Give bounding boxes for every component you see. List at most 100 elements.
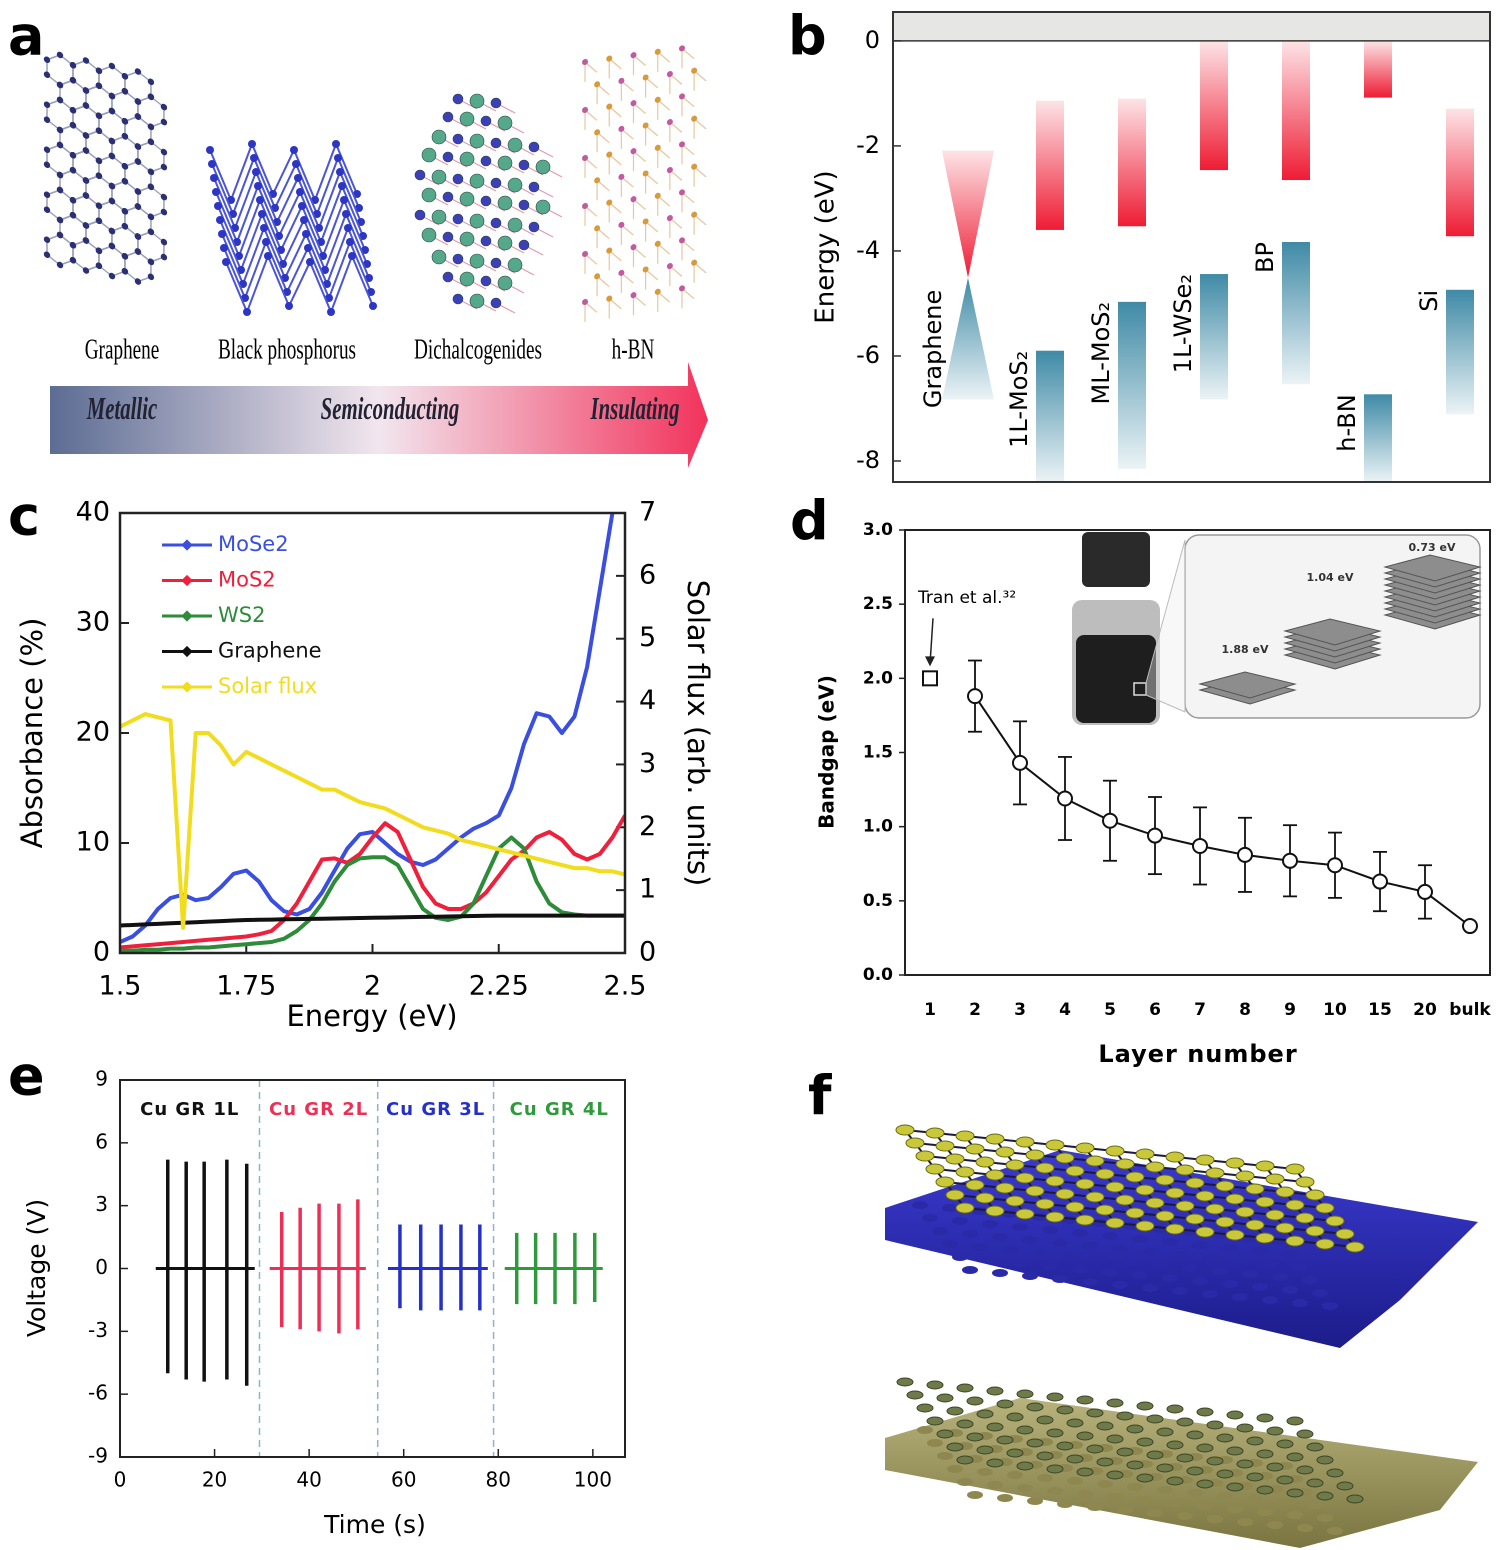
atom [1096,1421,1114,1431]
valence-band [1364,394,1392,482]
atom [248,140,256,148]
atom [160,148,168,156]
substrate-dimple [1017,1484,1033,1492]
layer-plate [1198,671,1297,699]
substrate-dimple [1302,1276,1318,1284]
substrate-dimple [967,1491,983,1499]
atom [678,285,685,292]
atom [1016,1425,1034,1435]
atom [1016,1389,1034,1399]
y-axis-title: Voltage (V) [22,1199,51,1337]
atom [1026,1438,1044,1448]
atom [926,1416,944,1426]
atom [691,259,698,266]
plot-frame [892,11,1491,483]
arrow-label: Semiconducting [321,391,460,426]
substrate-dimple [1082,1278,1098,1286]
atom [1066,1454,1084,1464]
substrate-dimple [957,1478,973,1486]
atom [535,159,551,175]
atom [1306,1442,1324,1452]
atom [431,169,447,185]
data-point [1327,857,1343,874]
substrate-dimple [912,1201,928,1209]
y-tick-label: 0 [93,937,110,968]
material-label: Black phosphorus [218,334,356,366]
atom [421,227,437,243]
atom [1266,1426,1284,1436]
atom [95,157,103,165]
atom [82,237,90,244]
atom [955,1166,975,1178]
atom [452,213,464,225]
lattice-bond [211,155,360,217]
atom [56,186,64,194]
atom [945,1153,965,1165]
y-tick-label: 0.5 [863,891,893,911]
atom [82,267,90,274]
atom [431,129,447,145]
atom [1265,1173,1285,1185]
inset-label: 0.73 eV [1409,541,1456,554]
y-tick-label: 10 [76,827,110,858]
x-tick-label: 2.25 [469,971,529,1002]
atom [1036,1415,1054,1425]
atom [1126,1460,1144,1470]
series-line [974,695,1471,927]
substrate-dimple [1087,1503,1103,1511]
atom [606,103,613,110]
atom [630,52,637,59]
atom [480,115,492,127]
substrate-dimple [1192,1277,1208,1285]
substrate-dimple [977,1468,993,1476]
atom [906,1390,924,1400]
substrate-dimple [1262,1296,1278,1304]
atom [82,177,90,184]
atom [1305,1189,1325,1201]
atom [666,71,673,78]
legend-marker [181,645,193,658]
atom [956,1455,974,1465]
substrate-plane [885,1150,1478,1348]
atom [1055,1188,1075,1200]
substrate-dimple [1122,1258,1138,1266]
atom [1076,1431,1094,1441]
atom [1085,1191,1105,1203]
atom [966,1396,984,1406]
substrate-dimple [1202,1290,1218,1298]
atom [1055,1152,1075,1164]
atom [134,113,142,120]
atom [108,137,116,145]
atom [535,199,551,215]
legend-marker [181,574,193,587]
substrate-dimple [997,1494,1013,1502]
atom [480,195,492,207]
substrate-dimple [1327,1527,1343,1535]
atom [1095,1204,1115,1216]
series-line [120,814,625,950]
atom [1176,1453,1194,1463]
atom [56,126,64,134]
atom [1286,1452,1304,1462]
atom [134,188,142,195]
substrate-dimple [1072,1265,1088,1273]
atom [1046,1392,1064,1402]
atom [1206,1420,1224,1430]
atom [43,161,51,169]
atom [108,272,116,280]
atom [986,1422,1004,1432]
atom [43,101,51,109]
atom [1315,1202,1335,1214]
atom [452,253,464,265]
atom [252,168,260,176]
atom [1196,1443,1214,1453]
atom [108,107,116,115]
substrate-dimple [1187,1489,1203,1497]
atom [306,258,314,266]
atom [1065,1165,1085,1177]
substrate-dimple [992,1269,1008,1277]
atom [459,151,475,167]
atom [421,187,437,203]
y-tick-label: 0.0 [863,965,893,985]
atom [442,111,454,123]
